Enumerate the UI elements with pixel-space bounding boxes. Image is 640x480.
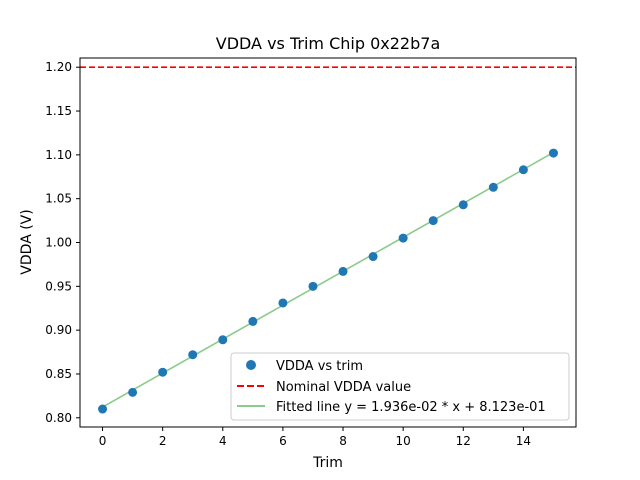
y-tick-label: 1.20	[45, 60, 72, 74]
data-point	[98, 404, 108, 414]
y-tick-label: 1.15	[45, 104, 72, 118]
x-tick-label: 6	[279, 434, 287, 448]
legend-label-nominal: Nominal VDDA value	[276, 380, 411, 395]
legend-marker-scatter	[246, 360, 256, 370]
y-axis-label: VDDA (V)	[19, 209, 35, 274]
data-point	[458, 200, 468, 210]
legend-box	[230, 352, 570, 421]
data-point	[368, 252, 378, 262]
plot-area	[79, 57, 577, 428]
data-marks	[80, 66, 576, 414]
x-axis-label: Trim	[312, 455, 343, 471]
data-point	[548, 148, 558, 158]
x-tick-label: 4	[219, 434, 227, 448]
y-tick-label: 0.80	[45, 411, 72, 425]
data-point	[128, 387, 138, 397]
data-point	[278, 298, 288, 308]
x-tick-label: 0	[99, 434, 107, 448]
y-tick-label: 0.90	[45, 323, 72, 337]
data-point	[218, 335, 228, 345]
x-axis: 0 2 4 6 8 10 12 14	[99, 427, 531, 448]
y-tick-label: 1.05	[45, 192, 72, 206]
legend: VDDA vs trim Nominal VDDA value Fitted l…	[230, 352, 570, 421]
data-point	[398, 233, 408, 243]
chart-title: VDDA vs Trim Chip 0x22b7a	[216, 34, 441, 53]
data-point	[518, 165, 528, 175]
legend-label-scatter: VDDA vs trim	[276, 359, 363, 374]
x-tick-label: 2	[159, 434, 167, 448]
y-tick-label: 0.95	[45, 279, 72, 293]
x-tick-label: 12	[456, 434, 471, 448]
data-point	[488, 182, 498, 192]
x-tick-label: 10	[396, 434, 411, 448]
x-tick-label: 14	[516, 434, 531, 448]
x-tick-label: 8	[339, 434, 347, 448]
data-point	[188, 350, 198, 360]
data-point	[308, 281, 318, 291]
data-point	[338, 266, 348, 276]
data-point	[428, 216, 438, 226]
data-point	[158, 367, 168, 377]
y-tick-label: 0.85	[45, 367, 72, 381]
y-tick-label: 1.00	[45, 236, 72, 250]
y-axis: 0.80 0.85 0.90 0.95 1.00 1.05 1.10 1.15 1.20	[45, 60, 80, 425]
data-point	[248, 316, 258, 326]
y-tick-label: 1.10	[45, 148, 72, 162]
legend-label-fit: Fitted line y = 1.936e-02 * x + 8.123e-0…	[276, 400, 546, 415]
fitted-line	[102, 151, 554, 408]
